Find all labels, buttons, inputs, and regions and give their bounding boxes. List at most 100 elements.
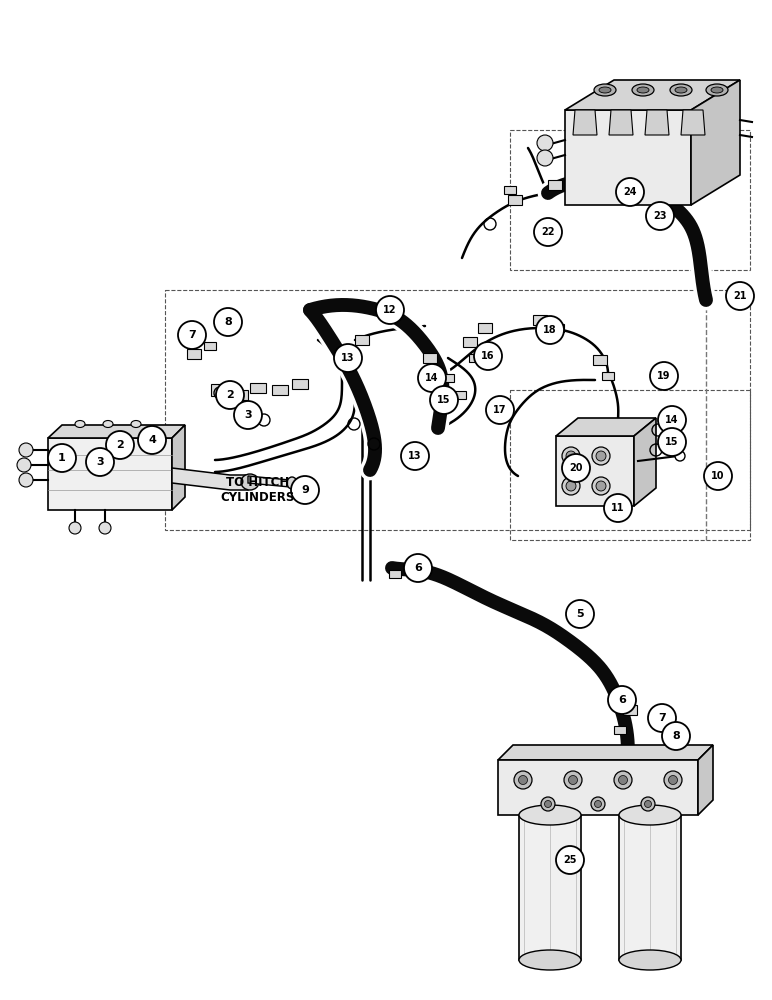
Circle shape [704,462,732,490]
Circle shape [178,321,206,349]
Ellipse shape [594,84,616,96]
Text: 18: 18 [543,325,557,335]
Polygon shape [248,476,290,487]
Polygon shape [442,374,454,382]
Circle shape [608,686,636,714]
Ellipse shape [519,776,527,784]
Polygon shape [463,337,477,347]
Circle shape [234,401,262,429]
Circle shape [662,722,690,750]
Polygon shape [645,110,669,135]
Bar [510,390,750,540]
Circle shape [138,426,166,454]
Bar [510,130,750,270]
Text: 9: 9 [301,485,309,495]
Ellipse shape [619,805,681,825]
Text: 8: 8 [224,317,232,327]
Ellipse shape [669,776,678,784]
Ellipse shape [287,477,297,489]
Circle shape [646,202,674,230]
Polygon shape [423,353,437,363]
Text: 10: 10 [711,471,725,481]
Text: 13: 13 [341,353,355,363]
Text: 6: 6 [414,563,422,573]
Text: 15: 15 [665,437,679,447]
Polygon shape [211,384,229,396]
Text: 4: 4 [148,435,156,445]
Text: 2: 2 [226,390,234,400]
Ellipse shape [241,474,259,490]
Polygon shape [602,372,614,380]
Polygon shape [272,385,288,395]
Circle shape [430,386,458,414]
Text: 25: 25 [564,855,577,865]
Text: 14: 14 [425,373,438,383]
Polygon shape [187,349,201,359]
Circle shape [17,458,31,472]
Ellipse shape [675,87,687,93]
Text: 12: 12 [383,305,397,315]
Polygon shape [232,390,248,400]
Polygon shape [593,355,607,365]
Text: 8: 8 [672,731,680,741]
Circle shape [474,342,502,370]
Circle shape [404,554,432,582]
Polygon shape [389,570,401,578]
Polygon shape [478,323,492,333]
Ellipse shape [566,451,576,461]
Circle shape [534,218,562,246]
Circle shape [48,444,76,472]
Ellipse shape [519,950,581,970]
Ellipse shape [618,776,628,784]
Polygon shape [454,391,466,399]
Polygon shape [556,436,634,506]
Polygon shape [469,354,481,362]
Ellipse shape [541,797,555,811]
Ellipse shape [632,84,654,96]
Polygon shape [48,438,172,510]
Ellipse shape [75,420,85,428]
Polygon shape [250,383,266,393]
Text: 3: 3 [96,457,103,467]
Text: 3: 3 [244,410,252,420]
Text: 7: 7 [658,713,666,723]
Polygon shape [619,815,681,960]
Ellipse shape [566,481,576,491]
Circle shape [486,396,514,424]
Polygon shape [552,324,564,332]
Polygon shape [48,425,185,438]
Polygon shape [623,705,637,715]
Circle shape [401,442,429,470]
Circle shape [648,704,676,732]
Polygon shape [172,425,185,510]
Circle shape [650,362,678,390]
Ellipse shape [568,776,577,784]
Circle shape [562,454,590,482]
Circle shape [604,494,632,522]
Polygon shape [498,745,713,760]
Polygon shape [556,418,656,436]
Ellipse shape [596,451,606,461]
Ellipse shape [711,87,723,93]
Circle shape [556,846,584,874]
Polygon shape [634,418,656,506]
Text: 13: 13 [408,451,422,461]
Text: 17: 17 [493,405,506,415]
Text: 16: 16 [481,351,495,361]
Circle shape [99,522,111,534]
Polygon shape [355,335,369,345]
Text: 23: 23 [653,211,667,221]
Text: 24: 24 [623,187,637,197]
Polygon shape [565,110,691,205]
Ellipse shape [637,87,649,93]
Ellipse shape [592,447,610,465]
Text: 1: 1 [58,453,66,463]
Polygon shape [573,110,597,135]
Text: 14: 14 [665,415,679,425]
Ellipse shape [519,805,581,825]
Text: 5: 5 [576,609,584,619]
Ellipse shape [619,950,681,970]
Ellipse shape [596,481,606,491]
Text: 15: 15 [437,395,451,405]
Polygon shape [533,315,547,325]
